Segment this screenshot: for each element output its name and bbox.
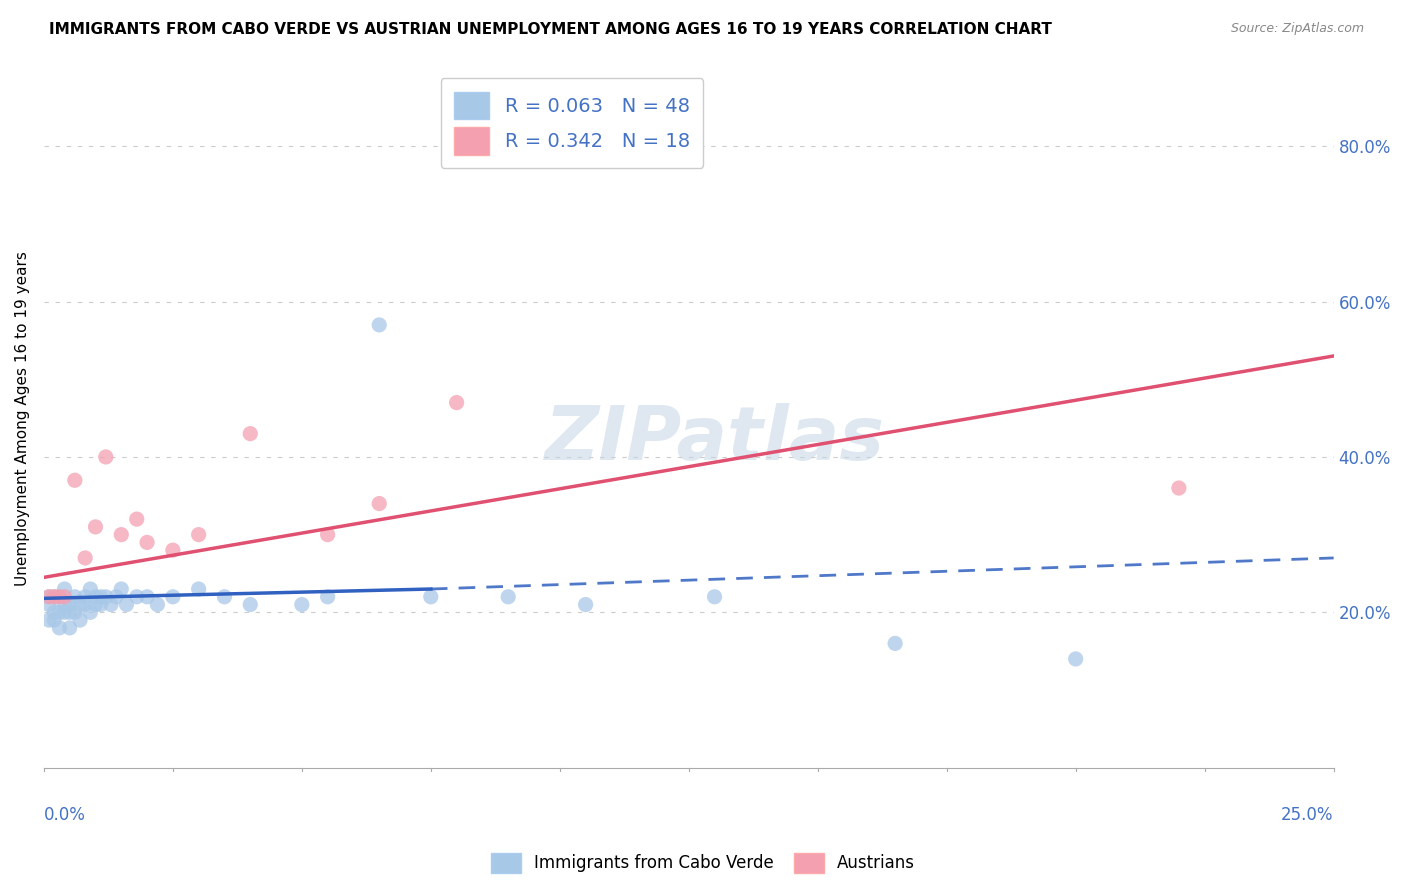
Text: 0.0%: 0.0% xyxy=(44,806,86,824)
Point xyxy=(110,582,132,596)
Point xyxy=(48,621,70,635)
Point xyxy=(115,598,138,612)
Point xyxy=(94,590,117,604)
Point xyxy=(59,598,82,612)
Point xyxy=(187,527,209,541)
Point xyxy=(44,605,66,619)
Point xyxy=(90,590,112,604)
Text: 25.0%: 25.0% xyxy=(1281,806,1334,824)
Point xyxy=(69,598,91,612)
Point xyxy=(316,590,339,604)
Point xyxy=(59,605,82,619)
Point xyxy=(75,598,97,612)
Point xyxy=(75,551,97,566)
Point xyxy=(53,598,76,612)
Point xyxy=(84,590,107,604)
Point xyxy=(44,613,66,627)
Point xyxy=(291,598,314,612)
Point xyxy=(38,598,60,612)
Point xyxy=(214,590,236,604)
Text: Source: ZipAtlas.com: Source: ZipAtlas.com xyxy=(1230,22,1364,36)
Point xyxy=(419,590,441,604)
Point xyxy=(90,598,112,612)
Point xyxy=(239,598,262,612)
Point xyxy=(63,590,86,604)
Point xyxy=(187,582,209,596)
Point xyxy=(136,590,159,604)
Point xyxy=(53,582,76,596)
Point xyxy=(368,497,391,511)
Text: ZIPatlas: ZIPatlas xyxy=(544,402,884,475)
Point xyxy=(53,605,76,619)
Point xyxy=(63,605,86,619)
Point xyxy=(69,613,91,627)
Point xyxy=(38,590,60,604)
Y-axis label: Unemployment Among Ages 16 to 19 years: Unemployment Among Ages 16 to 19 years xyxy=(15,251,30,585)
Text: IMMIGRANTS FROM CABO VERDE VS AUSTRIAN UNEMPLOYMENT AMONG AGES 16 TO 19 YEARS CO: IMMIGRANTS FROM CABO VERDE VS AUSTRIAN U… xyxy=(49,22,1052,37)
Point xyxy=(59,621,82,635)
Legend: R = 0.063   N = 48, R = 0.342   N = 18: R = 0.063 N = 48, R = 0.342 N = 18 xyxy=(440,78,703,169)
Point xyxy=(162,590,184,604)
Point xyxy=(703,590,725,604)
Point xyxy=(162,543,184,558)
Point xyxy=(884,636,907,650)
Point xyxy=(94,450,117,464)
Point xyxy=(446,395,468,409)
Point xyxy=(574,598,596,612)
Point xyxy=(125,512,148,526)
Point xyxy=(84,520,107,534)
Point xyxy=(79,605,101,619)
Point xyxy=(48,590,70,604)
Point xyxy=(44,590,66,604)
Point xyxy=(48,605,70,619)
Point xyxy=(38,590,60,604)
Point xyxy=(1167,481,1189,495)
Point xyxy=(146,598,169,612)
Point xyxy=(105,590,128,604)
Point xyxy=(239,426,262,441)
Point xyxy=(368,318,391,332)
Point xyxy=(496,590,519,604)
Point xyxy=(100,598,122,612)
Point xyxy=(63,473,86,487)
Point xyxy=(79,582,101,596)
Point xyxy=(48,590,70,604)
Point xyxy=(53,590,76,604)
Point xyxy=(38,613,60,627)
Point xyxy=(44,590,66,604)
Point xyxy=(316,527,339,541)
Point xyxy=(75,590,97,604)
Point xyxy=(110,527,132,541)
Point xyxy=(125,590,148,604)
Point xyxy=(84,598,107,612)
Point xyxy=(1064,652,1087,666)
Legend: Immigrants from Cabo Verde, Austrians: Immigrants from Cabo Verde, Austrians xyxy=(484,847,922,880)
Point xyxy=(136,535,159,549)
